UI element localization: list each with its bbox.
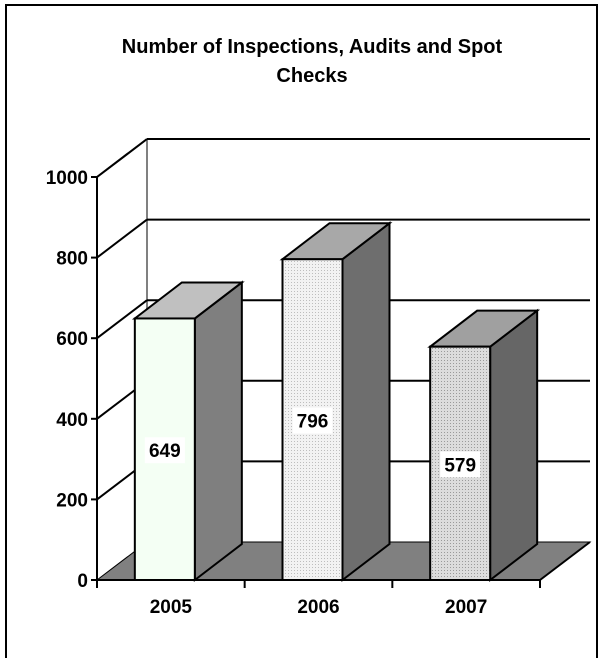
chart-title-line-2: Checks	[276, 65, 347, 87]
gridline-side-1000	[96, 138, 148, 178]
x-tick-label-2005: 2005	[150, 597, 193, 618]
bar-side-2006	[341, 221, 391, 583]
data-label-2007: 579	[444, 455, 476, 476]
data-label-bg-2007	[440, 451, 481, 478]
data-label-2005: 649	[149, 441, 181, 462]
x-tick-label-2006: 2006	[297, 597, 339, 618]
plot-area: 0 200 400 600 800 1000 649 2005 796 2006 579 2007	[46, 138, 592, 618]
x-tick-label-2007: 2007	[445, 597, 487, 618]
gridline-side-600	[96, 299, 148, 339]
bar-side-2005	[193, 280, 243, 583]
chart-frame	[5, 4, 598, 658]
y-tick-label-200: 200	[56, 490, 88, 511]
data-label-bg-2005	[144, 437, 185, 464]
data-label-bg-2006	[292, 407, 333, 434]
gridline-side-800	[96, 218, 148, 259]
bar-side-2007	[489, 308, 539, 583]
chart-title-line-1: Number of Inspections, Audits and Spot	[122, 36, 503, 58]
x-axis-depth	[539, 541, 591, 581]
y-tick-label-800: 800	[56, 249, 88, 270]
y-tick-label-600: 600	[56, 329, 88, 350]
y-tick-label-1000: 1000	[46, 168, 88, 189]
data-label-2006: 796	[297, 412, 329, 433]
y-tick-label-400: 400	[56, 410, 88, 431]
y-tick-label-0: 0	[77, 571, 88, 592]
